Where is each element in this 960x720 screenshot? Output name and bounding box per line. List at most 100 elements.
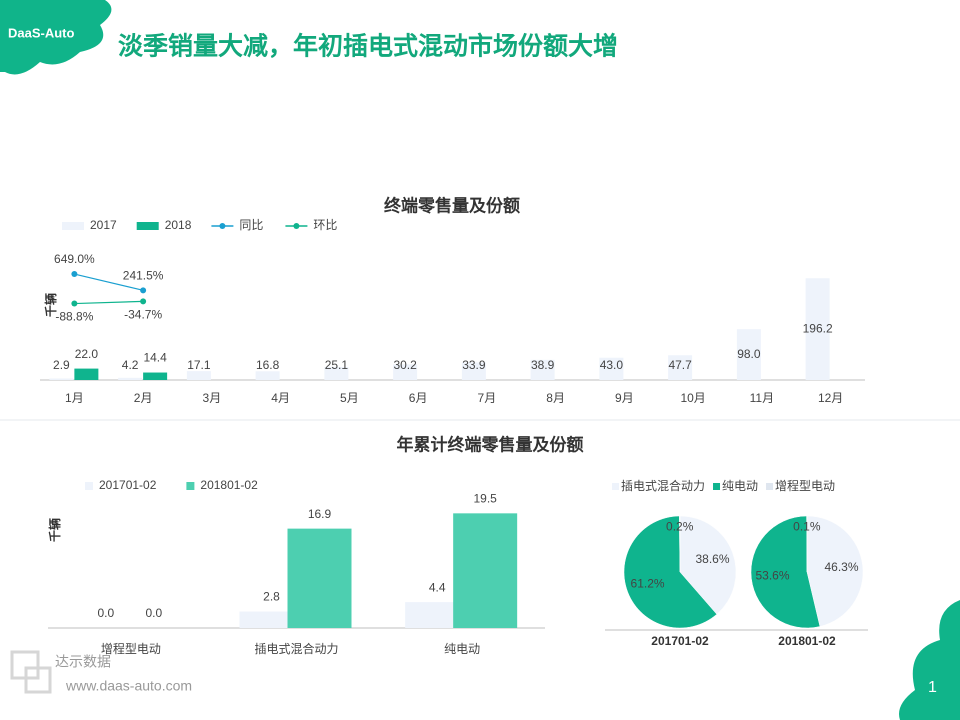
- x-tick-label: 4月: [271, 391, 290, 405]
- value-label: 2.9: [53, 358, 70, 372]
- bar: [186, 371, 211, 380]
- value-label: 4.2: [122, 358, 139, 372]
- legend-swatch: [612, 483, 619, 490]
- x-tick-label: 6月: [409, 391, 428, 405]
- x-tick-label: 12月: [818, 391, 843, 405]
- value-label: -88.8%: [55, 310, 93, 324]
- legend-label: 插电式混合动力: [621, 478, 705, 493]
- line-marker: [71, 300, 78, 307]
- legend-label: 纯电动: [722, 479, 758, 493]
- bar: [461, 362, 486, 380]
- corner-splash: [899, 600, 960, 720]
- value-label: 30.2: [393, 358, 417, 372]
- line: [74, 273, 144, 291]
- value-label: 25.1: [325, 358, 349, 372]
- pie-slice: [623, 515, 718, 629]
- legend-label: 2017: [90, 218, 117, 232]
- bar: [453, 513, 518, 628]
- bar: [49, 378, 74, 380]
- x-tick-label: 插电式混合动力: [254, 641, 338, 656]
- bar: [599, 357, 624, 380]
- pie-slice: [750, 515, 821, 629]
- value-label: 61.2%: [631, 577, 665, 591]
- value-label: 53.6%: [756, 568, 790, 582]
- bar: [530, 359, 555, 380]
- pie-name: 201801-02: [778, 634, 836, 648]
- x-tick-label: 8月: [546, 391, 565, 405]
- legend-swatch: [62, 222, 84, 230]
- x-tick-label: 2月: [134, 391, 153, 405]
- bar: [324, 366, 349, 380]
- x-tick-label: 3月: [203, 391, 222, 405]
- line-marker: [140, 298, 147, 305]
- bar: [736, 329, 761, 380]
- value-label: 649.0%: [54, 252, 95, 266]
- pie-slice: [679, 515, 681, 573]
- value-label: 38.6%: [696, 552, 730, 566]
- x-tick-label: 5月: [340, 391, 359, 405]
- value-label: 19.5: [473, 492, 497, 506]
- value-label: 16.8: [256, 358, 280, 372]
- value-label: 4.4: [429, 580, 446, 594]
- value-label: 196.2: [803, 321, 833, 335]
- logo-splash: [0, 0, 112, 75]
- value-label: 43.0: [600, 358, 624, 372]
- value-label: 0.0: [97, 606, 114, 620]
- value-label: 16.9: [308, 507, 332, 521]
- bar: [393, 364, 418, 380]
- y-axis-label: 千辆: [43, 293, 58, 317]
- bar: [805, 278, 830, 380]
- legend-label: 增程型电动: [775, 478, 835, 493]
- pie-slice: [679, 515, 737, 615]
- footer-icon: [24, 666, 52, 694]
- legend-label: 2018: [165, 218, 192, 232]
- page-number: 1: [928, 679, 937, 696]
- bar: [118, 377, 143, 380]
- x-tick-label: 增程型电动: [101, 641, 161, 656]
- pie-name: 201701-02: [651, 634, 709, 648]
- value-label: 2.8: [263, 590, 280, 604]
- footer-brand: 达示数据: [55, 654, 111, 670]
- chart-title: 终端零售量及份额: [384, 195, 520, 215]
- legend-label: 201801-02: [200, 478, 258, 492]
- x-tick-label: 纯电动: [444, 642, 480, 656]
- legend-swatch: [136, 222, 159, 230]
- value-label: 47.7: [668, 358, 692, 372]
- y-axis-label: 千辆: [47, 518, 62, 542]
- bar: [287, 528, 352, 628]
- value-label: 98.0: [737, 347, 761, 361]
- line-marker: [71, 271, 78, 278]
- slide-title: 淡季销量大减，年初插电式混动市场份额大增: [118, 32, 618, 61]
- line-marker: [140, 287, 147, 294]
- legend-swatch: [713, 483, 721, 490]
- bar: [143, 372, 168, 380]
- pie-slice: [806, 515, 864, 627]
- x-tick-label: 9月: [615, 391, 634, 405]
- value-label: 22.0: [75, 347, 99, 361]
- bar: [74, 368, 99, 380]
- value-label: 38.9: [531, 358, 555, 372]
- legend-marker: [293, 223, 300, 229]
- footer-url: www.daas-auto.com: [65, 678, 192, 694]
- value-label: 241.5%: [123, 269, 164, 283]
- bar: [255, 371, 280, 380]
- legend-marker: [219, 223, 226, 229]
- legend-swatch: [186, 482, 195, 490]
- legend-label: 同比: [239, 218, 263, 232]
- value-label: 14.4: [143, 351, 167, 365]
- value-label: 46.3%: [824, 560, 858, 574]
- legend-swatch: [85, 482, 93, 490]
- legend-label: 201701-02: [99, 478, 157, 492]
- value-label: 0.0: [145, 606, 162, 620]
- x-tick-label: 7月: [478, 391, 497, 405]
- value-label: 33.9: [462, 358, 486, 372]
- legend-label: 环比: [313, 218, 337, 232]
- logo: DaaS-Auto: [8, 25, 75, 40]
- value-label: 0.2%: [666, 519, 694, 533]
- value-label: 0.1%: [793, 519, 821, 533]
- bar: [668, 355, 693, 380]
- line: [74, 300, 144, 305]
- x-tick-label: 11月: [750, 391, 774, 405]
- chart-title: 年累计终端零售量及份额: [397, 434, 584, 454]
